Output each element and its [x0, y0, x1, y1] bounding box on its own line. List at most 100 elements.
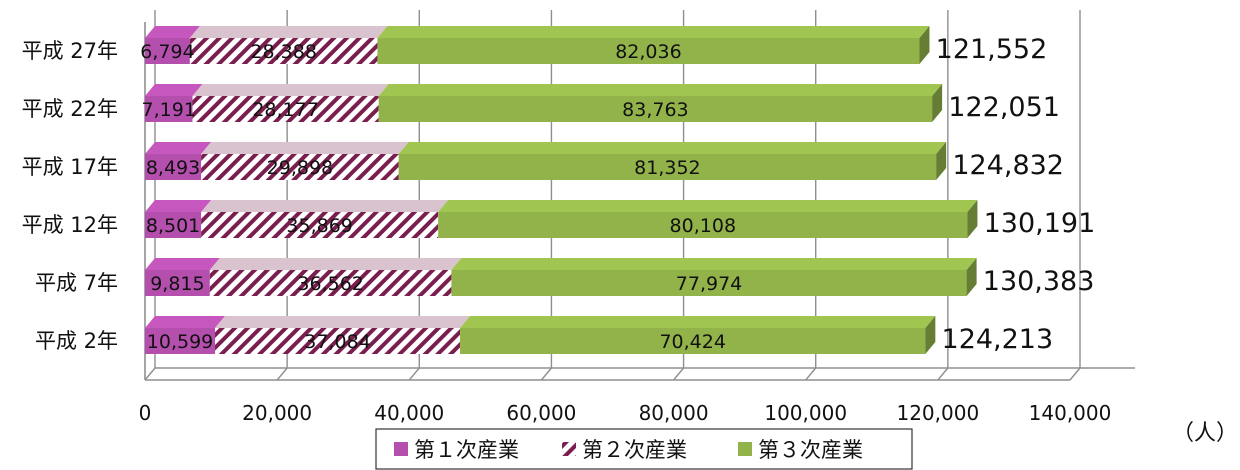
- bar-segment-3: [438, 212, 968, 238]
- axes: 0 20,000 40,000 60,000 80,000 100,000 120,000 1…: [139, 22, 1238, 446]
- total-label: 121,552: [936, 34, 1048, 65]
- legend: 第１次産業 第２次産業 第３次産業: [375, 428, 913, 470]
- bar-side-face: [919, 26, 930, 64]
- x-tick-label: 20,000: [242, 401, 312, 425]
- category-label: 平成 2年: [35, 329, 118, 353]
- floor-gridline: [408, 367, 420, 381]
- data-label: 8,501: [146, 215, 200, 237]
- category-label: 平成 12年: [22, 213, 118, 237]
- total-label: 124,832: [952, 150, 1064, 181]
- legend-swatch-3: [738, 442, 752, 456]
- floor-gridline: [673, 367, 685, 381]
- bar-top-face: [145, 84, 203, 96]
- category-label: 平成 22年: [22, 97, 118, 121]
- bar-segment-3: [460, 328, 926, 354]
- bar-segment-1: [145, 96, 193, 122]
- bar-segment-1: [145, 328, 216, 354]
- category-label: 平成 27年: [22, 39, 118, 63]
- bar-top-face: [209, 258, 462, 270]
- data-label: 82,036: [615, 41, 681, 63]
- bar-top-face: [192, 84, 389, 96]
- bar-top-face: [189, 26, 388, 38]
- category-label: 平成 17年: [22, 155, 118, 179]
- bar-segment-2: [189, 38, 378, 64]
- legend-box: [375, 428, 913, 470]
- legend-swatch-1: [394, 442, 408, 456]
- floor-gridline: [540, 367, 552, 381]
- floor-gridline: [1069, 367, 1081, 381]
- data-label: 36,562: [297, 273, 363, 295]
- bar-top-face: [145, 26, 200, 38]
- bar-top-face: [145, 200, 212, 212]
- bar-side-face: [932, 84, 943, 122]
- data-label: 28,177: [252, 99, 318, 121]
- bar-segment-1: [145, 270, 210, 296]
- x-tick-label: 100,000: [764, 401, 847, 425]
- data-label: 7,191: [142, 99, 196, 121]
- data-label: 6,794: [140, 41, 194, 63]
- bar-top-face: [215, 316, 471, 328]
- bar-top-face: [398, 142, 947, 154]
- data-label: 29,898: [267, 157, 333, 179]
- floor-gridline: [276, 367, 288, 381]
- chart-back-wall: [155, 6, 1080, 356]
- bar-top-face: [145, 142, 212, 154]
- data-label: 77,974: [676, 273, 742, 295]
- bar-segment-2: [215, 328, 461, 354]
- data-label: 37,084: [304, 331, 370, 353]
- bar-side-face: [936, 142, 947, 180]
- total-label: 122,051: [948, 92, 1060, 123]
- legend-label: 第３次産業: [758, 438, 863, 462]
- bar-top-face: [460, 316, 936, 328]
- bar-top-face: [201, 200, 449, 212]
- legend-label: 第２次産業: [582, 438, 687, 462]
- floor-gridline: [937, 367, 949, 381]
- bar-segment-2: [209, 270, 452, 296]
- bar-side-face: [925, 316, 936, 354]
- bar-side-face: [966, 258, 977, 296]
- x-tick-label: 0: [139, 401, 152, 425]
- unit-label: （人）: [1172, 421, 1238, 446]
- category-label: 平成 7年: [35, 271, 118, 295]
- total-label: 124,213: [942, 324, 1054, 355]
- total-label: 130,383: [983, 266, 1095, 297]
- data-label: 83,763: [622, 99, 688, 121]
- bar-top-face: [145, 316, 226, 328]
- x-tick-label: 120,000: [896, 401, 979, 425]
- bar-segment-3: [398, 154, 937, 180]
- labels-group: 平成 27年 6,794 28,388 82,036 121,552 平成 22年 7,19…: [22, 34, 1096, 355]
- floor-gridline: [805, 367, 817, 381]
- bar-top-face: [378, 84, 943, 96]
- bar-segment-2: [192, 96, 379, 122]
- gridlines: [144, 10, 1081, 381]
- x-tick-label: 40,000: [374, 401, 444, 425]
- bar-top-face: [377, 26, 930, 38]
- bar-segment-1: [145, 154, 202, 180]
- floor-gridline: [144, 367, 156, 381]
- back-wall-panel: [155, 6, 1080, 356]
- bar-segment-1: [145, 38, 190, 64]
- bar-top-face: [438, 200, 978, 212]
- x-tick-label: 60,000: [506, 401, 576, 425]
- bars-group: [145, 26, 978, 354]
- data-label: 8,493: [146, 157, 200, 179]
- bar-segment-2: [201, 154, 399, 180]
- bar-top-face: [145, 258, 220, 270]
- data-label: 35,869: [286, 215, 352, 237]
- x-tick-label: 140,000: [1029, 401, 1112, 425]
- bar-top-face: [451, 258, 977, 270]
- bar-segment-3: [378, 96, 933, 122]
- bar-segment-2: [201, 212, 439, 238]
- total-label: 130,191: [984, 208, 1096, 239]
- data-label: 9,815: [150, 273, 204, 295]
- bar-side-face: [967, 200, 978, 238]
- bar-segment-3: [377, 38, 920, 64]
- data-label: 81,352: [634, 157, 700, 179]
- legend-swatch-2: [562, 442, 576, 456]
- bar-segment-3: [451, 270, 967, 296]
- data-label: 80,108: [670, 215, 736, 237]
- data-label: 28,388: [250, 41, 316, 63]
- data-label: 70,424: [659, 331, 725, 353]
- bar-top-face: [201, 142, 409, 154]
